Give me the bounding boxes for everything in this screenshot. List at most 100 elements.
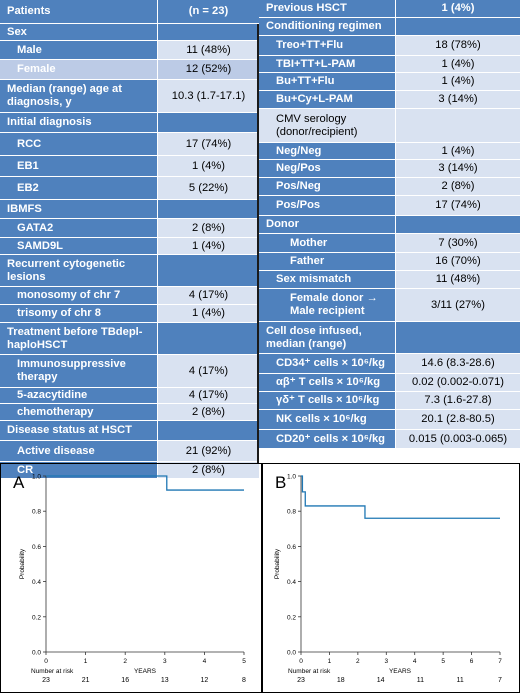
row-label: Female donor → Male recipient — [259, 289, 396, 321]
row-label: Recurrent cytogenetic lesions — [0, 255, 158, 286]
km-panel-a: A 0.0 0.2 0.4 0.6 0.8 1.0 0 1 2 3 4 5 Probability YEAR… — [1, 464, 260, 692]
table-row: Immunosuppressive therapy 4 (17%) — [0, 355, 259, 388]
table-row: Bu+Cy+L-PAM 3 (14%) — [259, 91, 520, 109]
table-row: CD20⁺ cells × 10⁶/kg 0.015 (0.003-0.065) — [259, 430, 520, 449]
survival-curve — [46, 475, 244, 491]
row-value: (n = 23) — [158, 0, 259, 23]
table-row: Father 16 (70%) — [259, 253, 520, 271]
table-row: Active disease 21 (92%) — [0, 441, 259, 462]
row-value: 11 (48%) — [158, 41, 259, 59]
table-row: Neg/Neg 1 (4%) — [259, 143, 520, 160]
row-value — [396, 109, 520, 142]
table-row: Mother 7 (30%) — [259, 234, 520, 253]
x-tick-label: 4 — [413, 658, 417, 665]
table-row: Female 12 (52%) — [0, 60, 259, 80]
y-tick-label: 0.6 — [287, 544, 296, 551]
x-tick-label: 0 — [299, 658, 303, 665]
table-row: RCC 17 (74%) — [0, 133, 259, 156]
risk-table-title: Number at risk — [31, 668, 74, 675]
table-row: Bu+TT+Flu 1 (4%) — [259, 73, 520, 91]
table-row: Patients (n = 23) — [0, 0, 259, 24]
row-label: Neg/Neg — [259, 143, 396, 159]
row-value: 7.3 (1.6-27.8) — [396, 392, 520, 409]
row-value: 20.1 (2.8-80.5) — [396, 410, 520, 429]
table-row: Pos/Pos 17 (74%) — [259, 196, 520, 216]
table-row: Male 11 (48%) — [0, 41, 259, 60]
table-row: CD34⁺ cells × 10⁶/kg 14.6 (8.3-28.6) — [259, 354, 520, 374]
table-row: Recurrent cytogenetic lesions — [0, 255, 259, 287]
table-row: γδ⁺ T cells × 10⁶/kg 7.3 (1.6-27.8) — [259, 392, 520, 410]
row-value: 7 (30%) — [396, 234, 520, 252]
row-label: Mother — [259, 234, 396, 252]
row-value: 4 (17%) — [158, 287, 259, 304]
table-row: Previous HSCT 1 (4%) — [259, 0, 520, 18]
row-label: Pos/Neg — [259, 178, 396, 195]
row-label: Active disease — [0, 441, 158, 461]
km-chart-a: A0.00.20.40.60.81.00 1 2 3 4 5ProbabilityYEAR… — [13, 473, 246, 684]
table-row: Donor — [259, 216, 520, 234]
row-label: Donor — [259, 216, 396, 233]
x-tick-label: 7 — [498, 658, 502, 665]
row-value: 21 (92%) — [158, 441, 259, 461]
table-row: IBMFS — [0, 200, 259, 219]
y-axis-label: Probability — [274, 548, 281, 579]
table-row: Median (range) age at diagnosis, y 10.3 (… — [0, 80, 259, 113]
table-row: Conditioning regimen — [259, 18, 520, 36]
number-at-risk: 12 — [201, 677, 209, 684]
patient-characteristics-table: Patients (n = 23) Sex Male 11 (48%) Female 12 … — [0, 0, 520, 479]
row-label: Disease status at HSCT — [0, 421, 158, 440]
row-label: chemotherapy — [0, 404, 158, 420]
number-at-risk: 8 — [242, 677, 246, 684]
row-value: 2 (8%) — [396, 178, 520, 195]
y-tick-label: 0.4 — [287, 579, 296, 586]
y-tick-label: 0.8 — [32, 509, 41, 516]
row-label: Median (range) age at diagnosis, y — [0, 80, 158, 112]
row-label: monosomy of chr 7 — [0, 287, 158, 304]
number-at-risk: 16 — [121, 677, 129, 684]
row-value: 11 (48%) — [396, 271, 520, 288]
x-tick-label: 4 — [203, 658, 207, 665]
row-label: IBMFS — [0, 200, 158, 218]
number-at-risk: 11 — [417, 677, 424, 684]
x-tick-label: 2 — [356, 658, 360, 665]
row-value — [158, 24, 259, 40]
row-label: CD20⁺ cells × 10⁶/kg — [259, 430, 396, 448]
x-tick-label: 0 — [44, 658, 48, 665]
row-label: Initial diagnosis — [0, 113, 158, 132]
row-value — [396, 216, 520, 233]
row-value: 1 (4%) — [396, 143, 520, 159]
row-label: Sex — [0, 24, 158, 40]
row-label: Treatment before TBdepl-haploHSCT — [0, 323, 158, 354]
row-value: 3 (14%) — [396, 160, 520, 177]
row-label: CD34⁺ cells × 10⁶/kg — [259, 354, 396, 373]
row-value: 1 (4%) — [396, 73, 520, 90]
row-label: γδ⁺ T cells × 10⁶/kg — [259, 392, 396, 409]
row-label: Neg/Pos — [259, 160, 396, 177]
row-label: Female — [0, 60, 158, 79]
row-label: Previous HSCT — [259, 0, 396, 17]
row-label: 5-azacytidine — [0, 388, 158, 403]
table-row: CR 2 (8%) — [0, 462, 259, 479]
table-row: Treatment before TBdepl-haploHSCT — [0, 323, 259, 355]
row-value: 1 (4%) — [158, 156, 259, 176]
row-value — [158, 255, 259, 286]
table-row: Sex mismatch 11 (48%) — [259, 271, 520, 289]
table-row: Treo+TT+Flu 18 (78%) — [259, 36, 520, 56]
row-value — [396, 322, 520, 353]
km-chart-b: B0.00.20.40.60.81.00 1 2 3 4 5 6 7ProbabilityYE… — [274, 473, 502, 684]
table-row: Neg/Pos 3 (14%) — [259, 160, 520, 178]
y-tick-label: 0.6 — [32, 544, 41, 551]
row-value — [158, 323, 259, 354]
row-value — [158, 113, 259, 132]
row-value: 18 (78%) — [396, 36, 520, 55]
row-label: Treo+TT+Flu — [259, 36, 396, 55]
row-value: 0.02 (0.002-0.071) — [396, 374, 520, 391]
y-tick-label: 0.8 — [287, 509, 296, 516]
row-label: RCC — [0, 133, 158, 155]
table-row: 5-azacytidine 4 (17%) — [0, 388, 259, 404]
survival-curve — [301, 475, 500, 519]
panel-label: A — [13, 473, 25, 492]
row-label: EB1 — [0, 156, 158, 176]
x-axis-label: YEARS — [134, 668, 157, 675]
